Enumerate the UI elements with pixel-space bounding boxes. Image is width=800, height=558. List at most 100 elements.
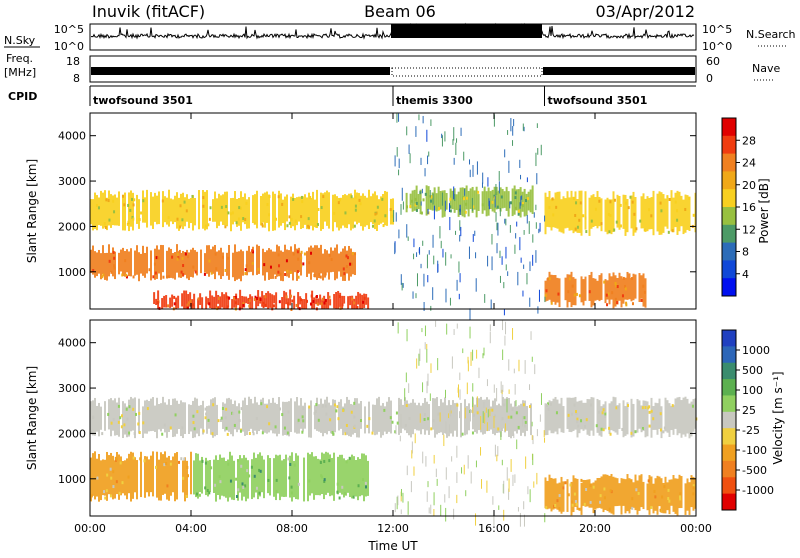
heat-speckle: [237, 217, 240, 221]
heat-streak: [456, 445, 458, 458]
heat-cell: [274, 251, 276, 275]
heat-speckle: [574, 227, 577, 231]
heat-speckle: [324, 298, 327, 302]
heat-cell: [556, 191, 559, 229]
heat-speckle: [226, 305, 229, 309]
heat-streak: [415, 293, 417, 299]
heat-cell: [506, 397, 508, 431]
heat-streak: [408, 144, 410, 154]
heat-cell: [204, 191, 206, 231]
heat-cell: [310, 245, 312, 280]
heat-cell: [590, 397, 593, 431]
heat-cell: [358, 403, 360, 438]
heat-cell: [180, 400, 182, 437]
heat-cell: [556, 483, 559, 510]
heat-cell: [614, 397, 617, 433]
heat-cell: [205, 457, 207, 496]
heat-speckle: [430, 195, 433, 199]
heat-cell: [215, 290, 218, 309]
heat-speckle: [261, 431, 264, 435]
heat-streak: [411, 441, 413, 454]
heat-streak: [397, 322, 399, 334]
heat-cell: [331, 457, 333, 496]
heat-speckle: [456, 403, 459, 407]
heat-cell: [308, 247, 310, 274]
heat-cell: [288, 401, 290, 437]
heat-cell: [630, 277, 633, 302]
heat-speckle: [264, 303, 267, 307]
heat-cell: [251, 296, 254, 309]
heat-cell: [548, 271, 551, 300]
heat-streak: [519, 237, 521, 251]
heat-cell: [196, 251, 198, 276]
heat-cell: [349, 457, 351, 498]
heat-cell: [294, 401, 296, 433]
heat-speckle: [472, 205, 475, 209]
heat-speckle: [667, 497, 670, 501]
heat-streak: [398, 169, 400, 176]
velocity-x-ticks: 00:00 04:00 08:00 12:00 16:00 20:00 00:00: [74, 320, 712, 535]
heat-streak: [534, 364, 536, 375]
heat-cell: [178, 403, 180, 430]
heat-speckle: [571, 412, 574, 416]
heat-cell: [156, 451, 158, 498]
heat-speckle: [277, 253, 280, 257]
heat-speckle: [608, 426, 611, 430]
heat-streak: [415, 126, 417, 137]
heat-cell: [346, 250, 348, 274]
heat-cell: [516, 406, 518, 434]
power-colorbar-swatch: [722, 189, 736, 208]
heat-speckle: [614, 297, 617, 301]
heat-streak: [416, 273, 418, 287]
heat-cell: [546, 405, 549, 435]
heat-streak: [399, 435, 401, 442]
heat-streak: [406, 465, 408, 476]
heat-streak: [532, 435, 534, 445]
heat-streak: [499, 207, 501, 217]
heat-streak: [501, 459, 503, 466]
heat-cell: [223, 294, 226, 309]
heat-cell: [205, 296, 208, 309]
heat-cell: [272, 191, 274, 231]
heat-cell: [175, 297, 178, 309]
heat-cell: [248, 245, 250, 273]
heat-speckle: [547, 407, 550, 411]
heat-speckle: [414, 197, 417, 201]
heat-streak: [508, 389, 510, 394]
heat-cell: [283, 290, 286, 309]
heat-speckle: [573, 293, 576, 297]
heat-speckle: [692, 213, 695, 217]
heat-cell: [240, 249, 242, 282]
heat-speckle: [112, 417, 115, 421]
heat-cell: [172, 253, 174, 279]
heat-streak: [470, 351, 472, 366]
heat-speckle: [375, 211, 378, 215]
heat-cell: [221, 292, 224, 308]
heat-cell: [374, 404, 376, 436]
heat-cell: [346, 195, 348, 229]
freq-tick-bottom: 8: [73, 72, 80, 85]
heat-speckle: [641, 426, 644, 430]
heat-cell: [160, 452, 162, 501]
heat-speckle: [629, 195, 632, 199]
heat-speckle: [300, 264, 303, 268]
heat-speckle: [105, 489, 108, 493]
heat-speckle: [204, 416, 207, 420]
heat-speckle: [514, 206, 517, 210]
heat-cell: [580, 482, 583, 515]
heat-cell: [558, 278, 561, 308]
heat-cell: [612, 476, 615, 515]
heat-cell: [626, 199, 629, 233]
heat-cell: [327, 452, 329, 493]
heat-cell: [216, 404, 218, 436]
heat-streak: [503, 308, 505, 316]
heat-cell: [658, 398, 661, 430]
heat-speckle: [97, 206, 100, 210]
heat-cell: [332, 250, 334, 272]
heat-cell: [616, 478, 619, 507]
heat-speckle: [121, 481, 124, 485]
heat-cell: [198, 405, 200, 437]
heat-speckle: [313, 411, 316, 415]
heat-speckle: [424, 192, 427, 196]
heat-speckle: [120, 414, 123, 418]
